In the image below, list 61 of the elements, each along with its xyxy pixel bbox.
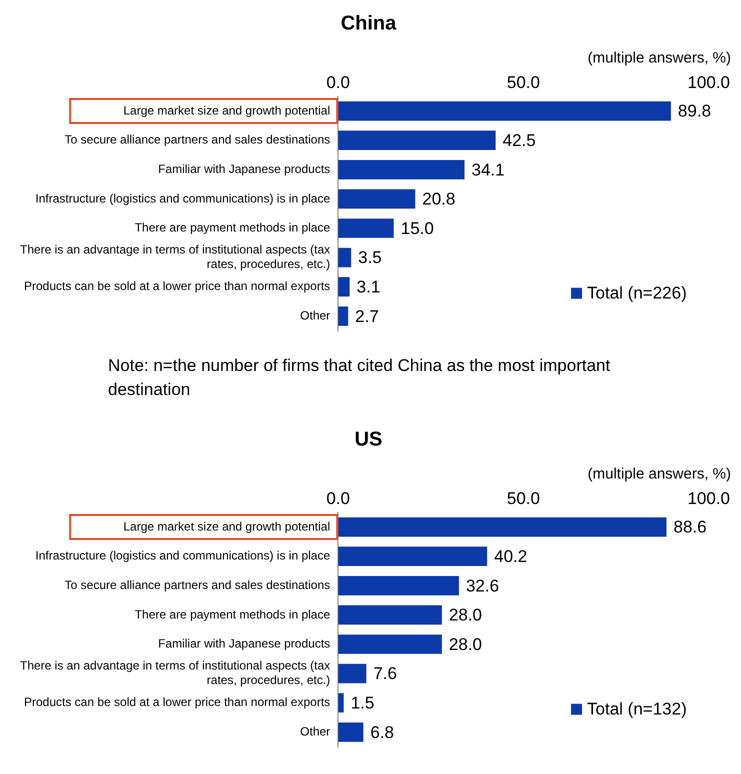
bar [338, 693, 344, 713]
data-label: 88.6 [673, 518, 707, 537]
data-label: 15.0 [400, 218, 434, 238]
x-tick-label: 50.0 [506, 488, 540, 508]
bar [338, 101, 671, 121]
data-label: 32.6 [466, 576, 500, 596]
bar [338, 306, 348, 326]
bar [338, 605, 442, 625]
y-tick-label: To secure alliance partners and sales destinations [64, 132, 330, 147]
data-label: 7.6 [373, 664, 397, 684]
y-tick-label: Products can be sold at a lower price than normal exports [24, 695, 330, 710]
data-label: 20.8 [422, 190, 456, 209]
y-tick-label: There is an advantage in terms of institutional aspects (tax rates, procedures, etc.) [20, 242, 330, 272]
bar [338, 664, 366, 684]
x-tick-label: 0.0 [326, 488, 350, 508]
data-label: 40.2 [494, 547, 528, 566]
bar [338, 218, 394, 238]
data-label: 3.5 [358, 248, 382, 268]
text: (multiple answers, %) [588, 465, 731, 482]
bar [338, 277, 350, 297]
y-tick-label: Large market size and growth potential [123, 103, 330, 118]
data-label: 28.0 [448, 606, 482, 625]
data-label: 3.1 [356, 278, 380, 297]
x-tick-label: 100.0 [687, 488, 730, 508]
bar [338, 546, 488, 566]
bar [338, 189, 416, 209]
y-tick-label: Familiar with Japanese products [158, 162, 330, 176]
bar [338, 160, 465, 180]
legend-label: Total (n=226) [587, 283, 687, 302]
y-tick-label: Other [300, 308, 330, 322]
data-label: 28.0 [448, 634, 482, 654]
x-tick-label: 50.0 [506, 72, 540, 92]
y-tick-label: Infrastructure (logistics and communications) is in place [35, 191, 330, 206]
x-tick-label: 0.0 [326, 72, 350, 92]
data-label: 42.5 [502, 131, 536, 150]
chart-title: US [354, 428, 382, 451]
bar [338, 130, 496, 150]
bar [338, 517, 666, 537]
y-tick-label: Infrastructure (logistics and communications) is in place [35, 548, 330, 563]
bar [338, 248, 352, 268]
x-tick-label: 100.0 [687, 72, 730, 92]
data-label: 34.1 [472, 160, 505, 180]
text: Note: n=the number of firms that cited China as the most important destination [107, 355, 612, 401]
y-tick-label: There are payment methods in place [134, 220, 330, 235]
y-tick-label: Large market size and growth potential [123, 519, 330, 534]
y-tick-label: Familiar with Japanese products [158, 636, 330, 651]
y-tick-label: To secure alliance partners and sales destinations [64, 578, 330, 592]
bar [338, 634, 442, 654]
chart-title: China [340, 12, 398, 35]
text: (multiple answers, %) [588, 49, 731, 66]
y-tick-label: There is an advantage in terms of institutional aspects (tax rates, procedures, etc.) [20, 658, 330, 688]
bar [338, 576, 459, 596]
data-label: 89.8 [678, 102, 712, 121]
data-label: 2.7 [355, 306, 379, 326]
y-tick-label: Other [300, 724, 330, 738]
data-label: 1.5 [350, 694, 374, 713]
y-tick-label: Products can be sold at a lower price than normal exports [24, 279, 330, 294]
legend-label: Total (n=132) [587, 699, 687, 718]
data-label: 6.8 [370, 722, 394, 742]
y-tick-label: There are payment methods in place [134, 607, 330, 622]
bar [338, 722, 364, 742]
